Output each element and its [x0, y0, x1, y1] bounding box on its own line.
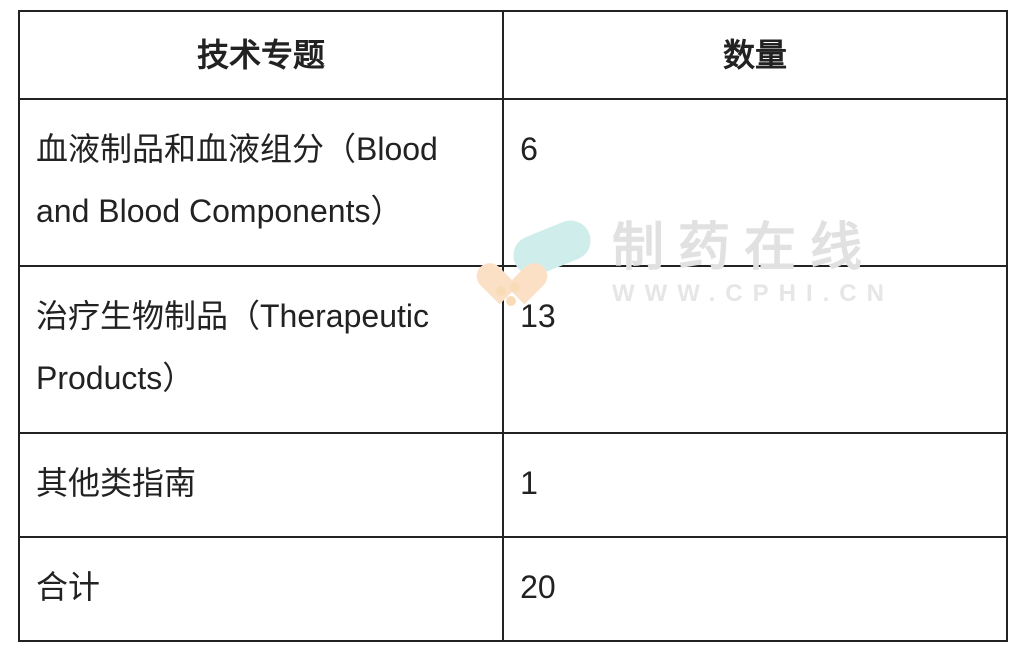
- cell-topic: 合计: [19, 537, 503, 641]
- cell-count: 6: [503, 99, 1007, 266]
- cell-topic: 血液制品和血液组分（Blood and Blood Components）: [19, 99, 503, 266]
- cell-count: 20: [503, 537, 1007, 641]
- cell-topic: 其他类指南: [19, 433, 503, 537]
- table-row: 血液制品和血液组分（Blood and Blood Components） 6: [19, 99, 1007, 266]
- table-row: 治疗生物制品（Therapeutic Products） 13: [19, 266, 1007, 433]
- cell-count: 1: [503, 433, 1007, 537]
- table-row: 其他类指南 1: [19, 433, 1007, 537]
- col-header-count: 数量: [503, 11, 1007, 99]
- topic-count-table: 技术专题 数量 血液制品和血液组分（Blood and Blood Compon…: [18, 10, 1008, 642]
- col-header-topic: 技术专题: [19, 11, 503, 99]
- table-container: 技术专题 数量 血液制品和血液组分（Blood and Blood Compon…: [0, 0, 1026, 652]
- cell-topic: 治疗生物制品（Therapeutic Products）: [19, 266, 503, 433]
- table-row: 合计 20: [19, 537, 1007, 641]
- cell-count: 13: [503, 266, 1007, 433]
- table-header-row: 技术专题 数量: [19, 11, 1007, 99]
